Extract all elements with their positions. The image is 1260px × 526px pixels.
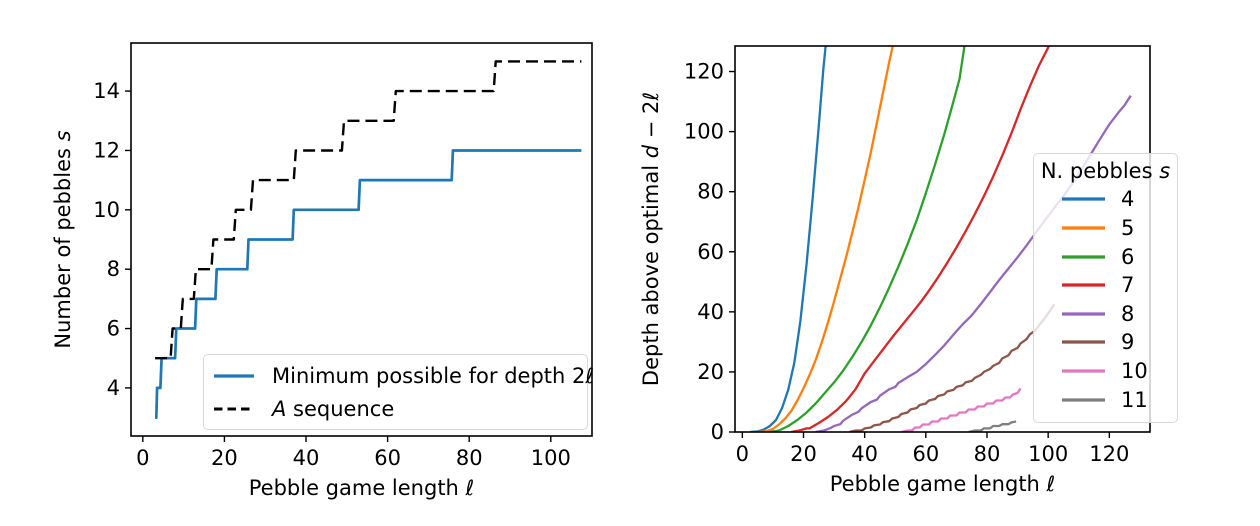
series-s-11: [968, 420, 1017, 432]
x-tick-label: 120: [1089, 442, 1129, 466]
y-tick-label: 6: [107, 317, 120, 341]
legend-entry-label: 6: [1121, 244, 1135, 269]
x-tick-label: 0: [736, 442, 749, 466]
axes-spines: [130, 42, 593, 437]
legend-entry-label: 10: [1121, 359, 1148, 384]
series-s-10: [901, 387, 1022, 432]
legend-entry-6: 6: [1062, 242, 1171, 271]
x-tick-label: 20: [790, 442, 817, 466]
y-tick-label: 12: [93, 138, 120, 162]
plot-right: 0 20 40 60 80 100 120 0 20 40 60 80 100 120 Pebble gam…: [639, 45, 1151, 496]
line-sample-icon: [1062, 226, 1105, 230]
legend-entry-5: 5: [1062, 214, 1171, 243]
x-tick-label: 60: [374, 446, 401, 470]
series-s-4: [749, 46, 827, 432]
legend-entry-label: 9: [1121, 330, 1135, 355]
x-tick-label: 40: [293, 446, 320, 470]
legend-entry-7: 7: [1062, 271, 1171, 300]
dashed-line-sample-icon: [214, 407, 254, 410]
y-tick-label: 120: [684, 60, 724, 84]
right-plot-legend: N. pebbles s 4 5 6 7: [1033, 153, 1178, 423]
legend-entry-8: 8: [1062, 300, 1171, 329]
series-s-7: [791, 46, 1051, 432]
y-tick-label: 60: [697, 240, 724, 264]
x-tick-label: 80: [974, 442, 1001, 466]
series-s-5: [757, 46, 894, 432]
y-tick-label: 80: [697, 180, 724, 204]
y-tick-label: 14: [93, 79, 120, 103]
solid-line-sample-icon: [214, 373, 254, 378]
line-sample-icon: [1062, 369, 1105, 373]
legend-entry-11: 11: [1062, 385, 1171, 414]
series-minimum-possible-for-depth-2l: [154, 149, 582, 419]
legend-entry-label: 11: [1121, 387, 1148, 412]
series-s-9: [849, 303, 1056, 432]
series-s-6: [769, 46, 966, 432]
legend-entry-4: 4: [1062, 185, 1171, 214]
legend-entry-label: 8: [1121, 301, 1135, 326]
line-sample-icon: [1062, 340, 1105, 345]
line-sample-icon: [1062, 398, 1105, 402]
legend-entry-label: 5: [1121, 215, 1135, 240]
y-axis-label: Number of pebbles s: [51, 130, 75, 348]
x-axis-label: Pebble game length ℓ: [830, 472, 1055, 496]
line-sample-icon: [1062, 283, 1105, 287]
x-tick-label: 80: [456, 446, 483, 470]
x-tick-label: 40: [851, 442, 878, 466]
x-tick-label: 0: [136, 446, 149, 470]
legend-entry-9: 9: [1062, 328, 1171, 357]
x-tick-label: 100: [531, 446, 571, 470]
y-tick-label: 0: [711, 420, 724, 444]
left-plot-legend: Minimum possible for depth 2ℓ A sequence: [203, 354, 594, 430]
legend-entry-label: 7: [1121, 273, 1135, 298]
line-sample-icon: [1062, 254, 1105, 259]
line-sample-icon: [1062, 197, 1105, 201]
y-tick-label: 20: [697, 360, 724, 384]
series-a-sequence: [155, 60, 582, 360]
legend-entry-label: 4: [1121, 187, 1135, 212]
y-tick-label: 40: [697, 300, 724, 324]
x-tick-label: 20: [211, 446, 238, 470]
y-tick-label: 100: [684, 120, 724, 144]
y-axis-label: Depth above optimal d − 2ℓ: [639, 92, 663, 386]
line-sample-icon: [1062, 312, 1105, 316]
legend-entry-10: 10: [1062, 357, 1171, 386]
x-axis-label: Pebble game length ℓ: [249, 476, 474, 500]
x-tick-label: 100: [1028, 442, 1068, 466]
x-tick-label: 60: [912, 442, 939, 466]
legend-entry-minimum-possible: Minimum possible for depth 2ℓ: [212, 360, 594, 391]
legend-entry-a-sequence: A sequence: [212, 393, 579, 424]
legend-title: N. pebbles s: [1040, 159, 1171, 183]
y-tick-label: 8: [107, 257, 120, 281]
plot-left: 0 20 40 60 80 100 4 6 8 10 12 14 Pebble game length …: [51, 42, 593, 500]
legend-entry-label: Minimum possible for depth 2ℓ: [272, 363, 595, 388]
y-tick-label: 10: [93, 198, 120, 222]
y-tick-label: 4: [107, 376, 120, 400]
legend-entry-label: A sequence: [272, 396, 395, 421]
